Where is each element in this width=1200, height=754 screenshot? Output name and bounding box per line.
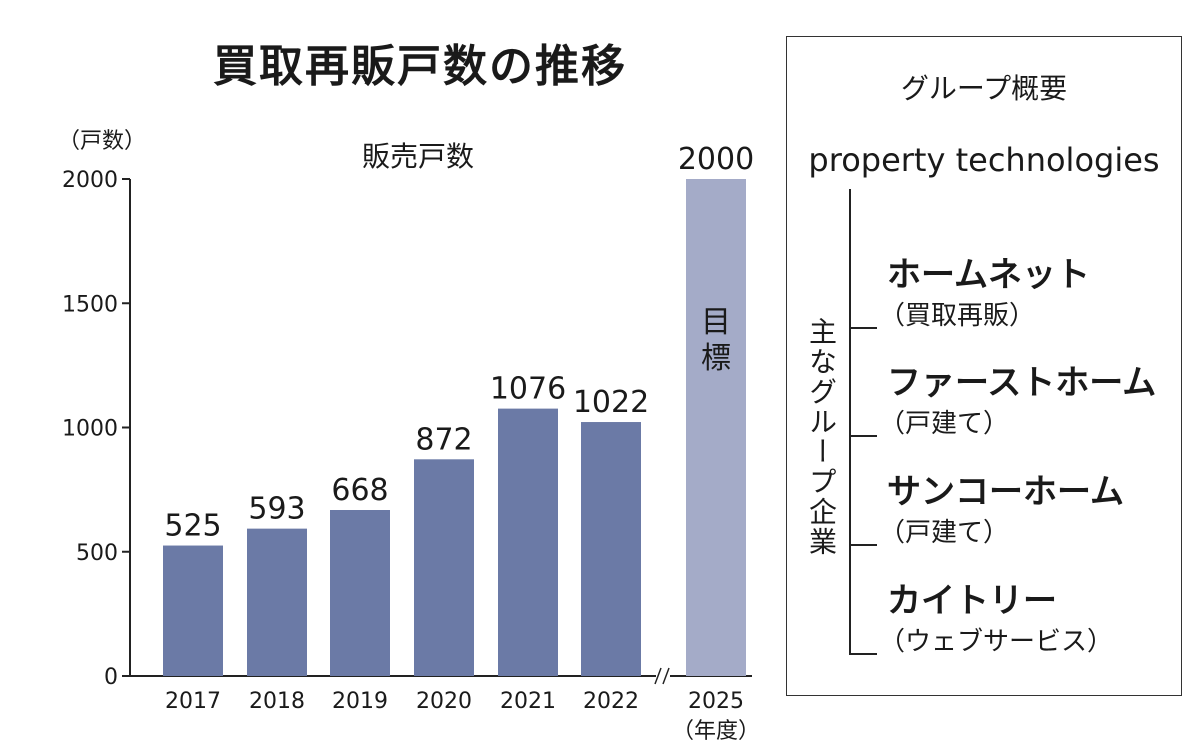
x-tick-label: 2025 xyxy=(688,689,744,714)
data-label: 2000 xyxy=(678,142,754,177)
data-label: 1076 xyxy=(490,372,566,407)
data-label: 872 xyxy=(415,422,472,457)
x-tick-label: 2020 xyxy=(416,689,472,714)
parent-company: property technologies xyxy=(808,141,1160,179)
side-label: 主なグループ企業 xyxy=(805,317,838,557)
company-name: ファーストホーム xyxy=(887,363,1157,403)
company-business: （ウェブサービス） xyxy=(879,627,1114,657)
data-label: 668 xyxy=(331,473,388,508)
axis-break-mark xyxy=(662,667,670,685)
target-label: 標 xyxy=(701,341,731,376)
tree-branch xyxy=(849,327,877,329)
x-tick-label: 2022 xyxy=(583,689,639,714)
y-tick-label: 500 xyxy=(76,541,118,566)
y-tick-label: 1500 xyxy=(62,292,118,317)
data-label: 1022 xyxy=(573,385,649,420)
data-labels: 525 2017 593 2018 668 2019 872 2020 1076 2021 1022… xyxy=(164,142,754,714)
target-bar xyxy=(686,179,746,676)
tree-connector xyxy=(849,189,851,653)
bar xyxy=(330,510,390,676)
x-tick-label: 2021 xyxy=(500,689,556,714)
y-tick-label: 2000 xyxy=(62,168,118,193)
panel-title: グループ概要 xyxy=(900,72,1068,105)
x-tick-label: 2017 xyxy=(165,689,221,714)
bar-chart: （戸数） 販売戸数 0 500 1000 1500 2000 525 2017 593 201… xyxy=(58,129,760,744)
company-business: （買取再販） xyxy=(879,301,1036,331)
bar xyxy=(498,408,558,676)
x-tick-label: 2018 xyxy=(249,689,305,714)
axis-break-mark xyxy=(654,667,662,685)
company-business: （戸建て） xyxy=(879,409,1010,439)
y-tick-label: 0 xyxy=(104,665,118,690)
x-axis-label: （年度） xyxy=(672,719,760,744)
series-label: 販売戸数 xyxy=(362,140,474,173)
tree-branch xyxy=(849,435,877,437)
chart-title: 買取再販戸数の推移 xyxy=(213,41,627,92)
tree-branch xyxy=(849,544,877,546)
y-axis-label: （戸数） xyxy=(58,129,146,154)
target-label: 目 xyxy=(701,305,731,340)
data-label: 593 xyxy=(248,492,305,527)
company-name: カイトリー xyxy=(887,581,1057,621)
x-tick-label: 2019 xyxy=(332,689,388,714)
bar xyxy=(163,545,223,676)
data-label: 525 xyxy=(164,509,221,544)
group-overview-panel: グループ概要 property technologies 主なグループ企業 ホー… xyxy=(786,36,1182,696)
bar xyxy=(414,459,474,676)
tree-branch xyxy=(849,653,877,655)
company-name: ホームネット xyxy=(887,255,1090,295)
bars xyxy=(163,179,746,676)
bar xyxy=(581,422,641,676)
company-name: サンコーホーム xyxy=(887,472,1124,512)
y-tick-label: 1000 xyxy=(62,417,118,442)
company-business: （戸建て） xyxy=(879,518,1010,548)
bar xyxy=(247,528,307,676)
